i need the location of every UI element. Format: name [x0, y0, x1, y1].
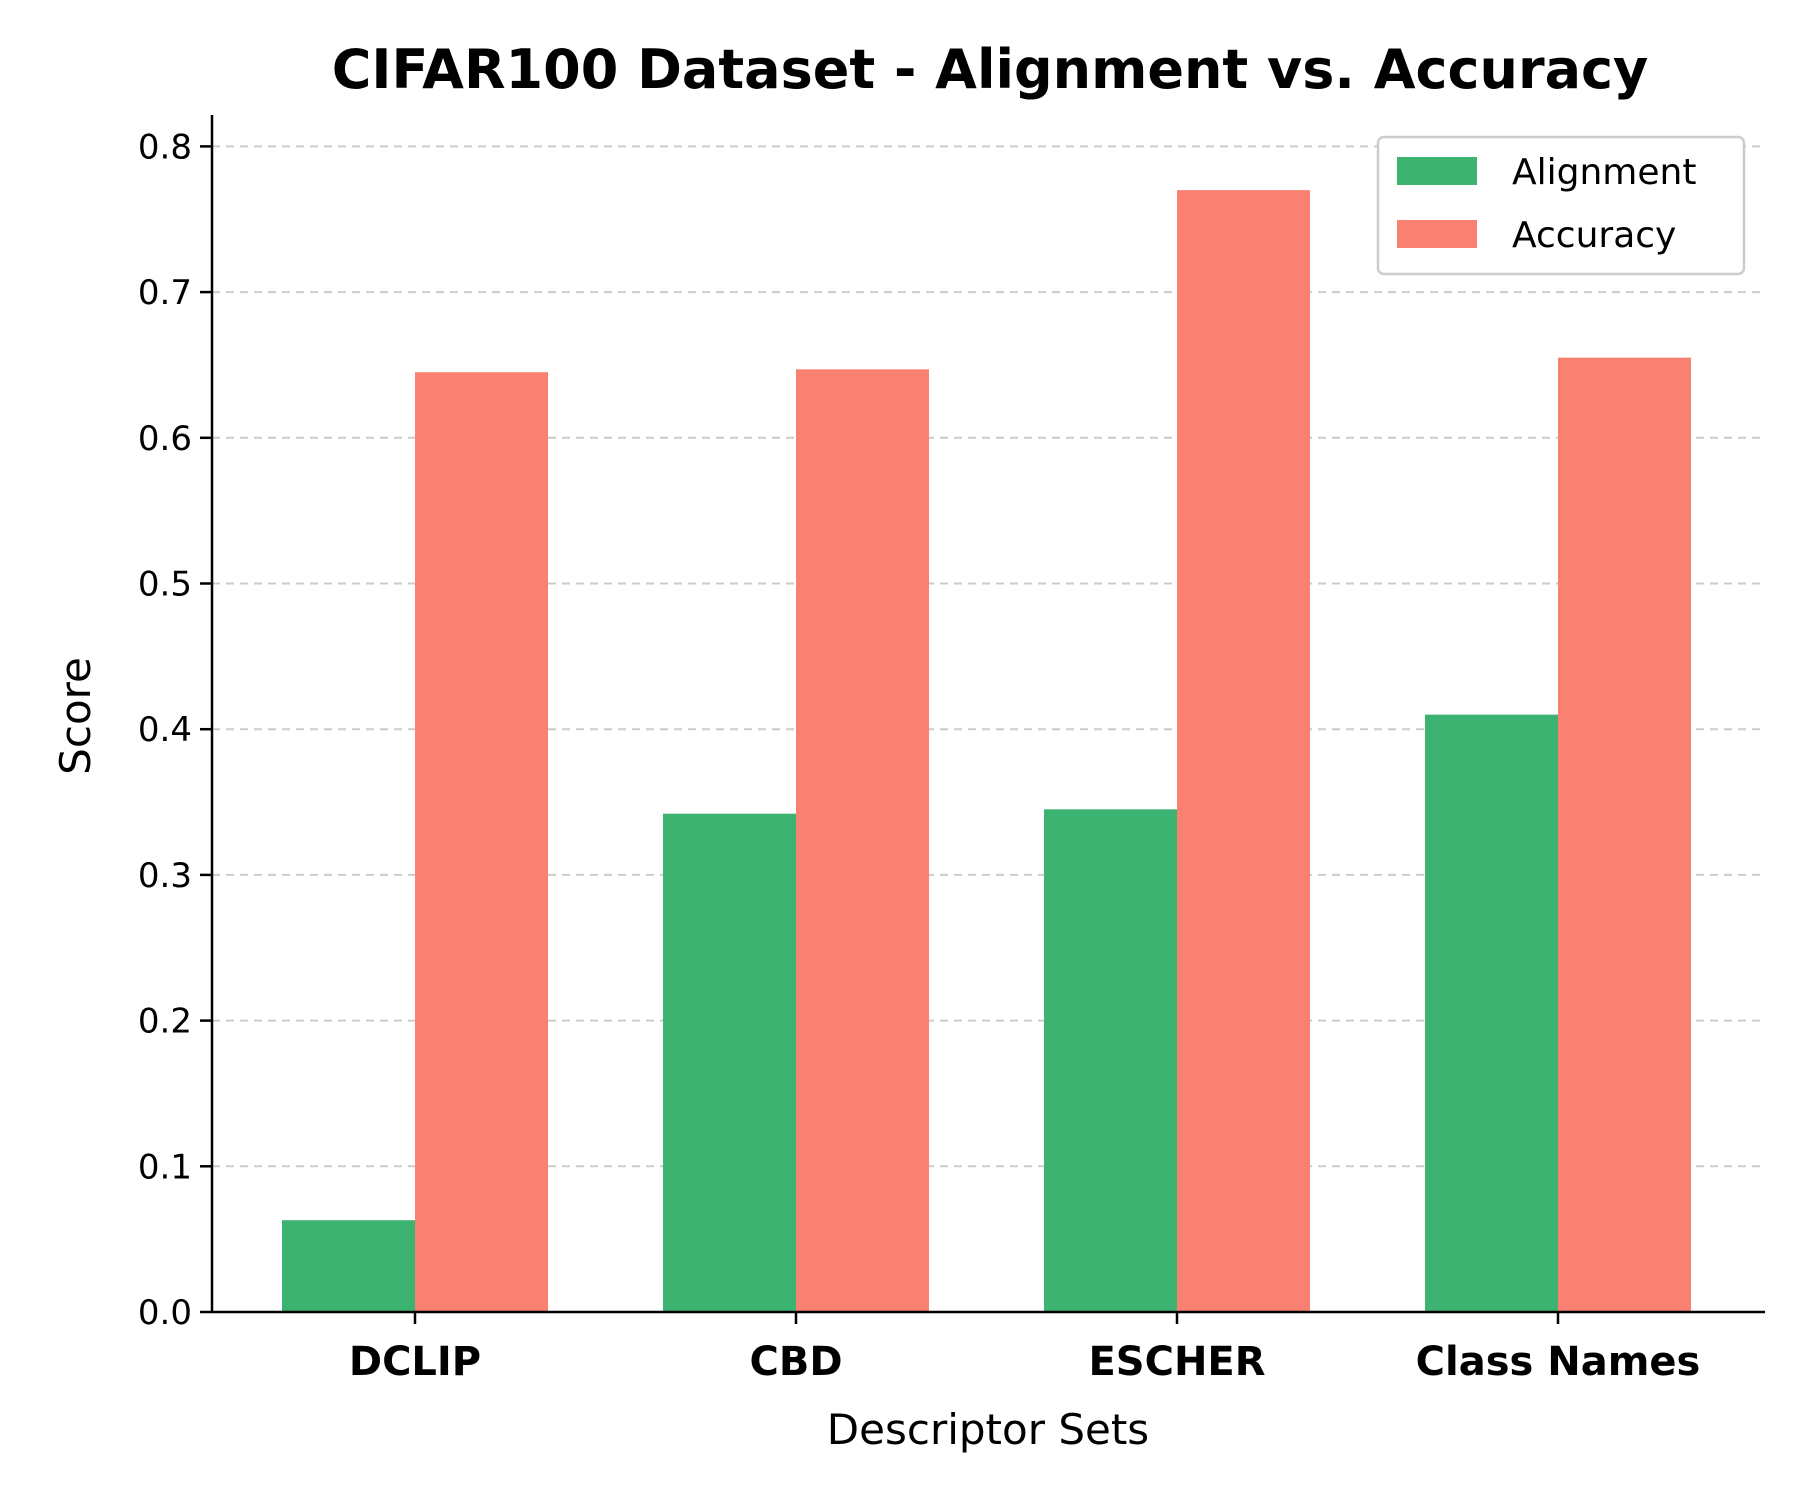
y-tick-label: 0.4	[138, 710, 192, 750]
bar-alignment-class-names	[1425, 714, 1558, 1312]
bar-accuracy-escher	[1177, 190, 1310, 1313]
legend: Alignment Accuracy	[1376, 135, 1746, 276]
bar-accuracy-dclip	[415, 372, 548, 1312]
bars	[282, 190, 1691, 1313]
x-axis-label: Descriptor Sets	[827, 1405, 1149, 1454]
x-tick-label: ESCHER	[1088, 1339, 1265, 1385]
bar-accuracy-class-names	[1558, 357, 1691, 1312]
bar-alignment-escher	[1044, 809, 1177, 1312]
y-tick-label: 0.6	[138, 419, 192, 459]
x-tick-label: Class Names	[1416, 1339, 1701, 1385]
y-axis-label: Score	[51, 657, 100, 775]
bar-alignment-dclip	[282, 1220, 415, 1312]
bar-accuracy-cbd	[796, 369, 929, 1312]
y-tick-label: 0.0	[138, 1293, 192, 1333]
y-tick-label: 0.5	[138, 565, 192, 605]
y-tick-label: 0.2	[138, 1002, 192, 1042]
legend-swatch-alignment	[1397, 157, 1477, 185]
bar-alignment-cbd	[663, 813, 796, 1312]
legend-label-alignment: Alignment	[1512, 152, 1696, 193]
legend-label-accuracy: Accuracy	[1512, 215, 1676, 256]
y-tick-label: 0.8	[138, 127, 192, 167]
legend-swatch-accuracy	[1397, 220, 1477, 248]
y-tick-label: 0.7	[138, 273, 192, 313]
y-ticks: 0.0 0.1 0.2 0.3 0.4 0.5 0.6 0.7 0.8	[138, 127, 212, 1333]
y-tick-label: 0.3	[138, 856, 192, 896]
x-tick-label: CBD	[749, 1339, 842, 1385]
axes	[210, 115, 1765, 1314]
chart-title: CIFAR100 Dataset - Alignment vs. Accurac…	[332, 38, 1648, 101]
x-ticks: DCLIP CBD ESCHER Class Names	[349, 1312, 1700, 1385]
y-tick-label: 0.1	[138, 1147, 192, 1187]
x-tick-label: DCLIP	[349, 1339, 481, 1385]
